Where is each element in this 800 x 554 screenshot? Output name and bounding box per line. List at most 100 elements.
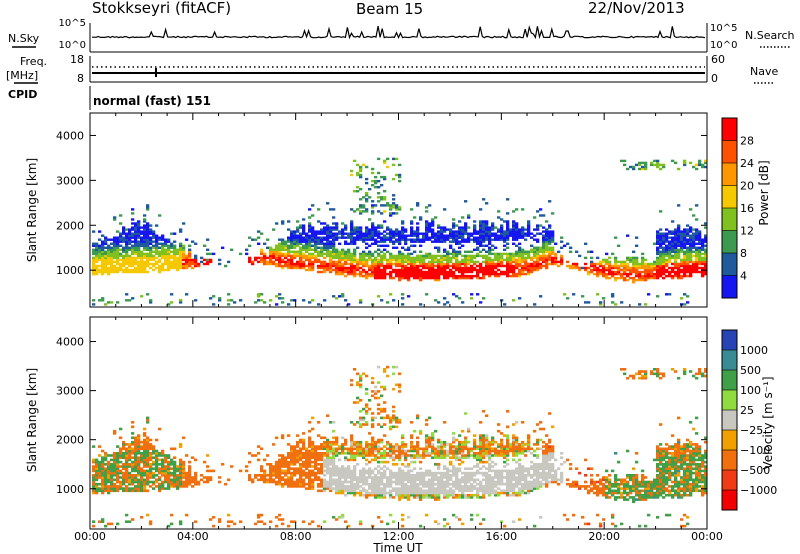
power-cell	[668, 293, 672, 296]
power-cell	[164, 260, 168, 264]
power-cell	[467, 216, 471, 219]
power-cell	[692, 260, 696, 264]
power-cell	[545, 240, 549, 243]
velocity-cell	[383, 452, 387, 455]
velocity-cell	[113, 458, 117, 462]
velocity-cell	[344, 458, 348, 462]
velocity-cell	[293, 458, 297, 462]
power-cell	[545, 250, 549, 253]
velocity-cell	[128, 478, 132, 482]
power-cell	[122, 254, 126, 258]
velocity-cell	[404, 496, 408, 499]
power-cell	[677, 234, 681, 237]
velocity-cell	[104, 452, 108, 455]
velocity-cell	[359, 379, 363, 382]
power-cell	[521, 232, 525, 235]
velocity-cell	[311, 487, 315, 490]
power-cell	[695, 248, 699, 251]
power-cell	[107, 256, 111, 260]
velocity-cell	[398, 482, 402, 486]
power-cell	[146, 232, 150, 235]
power-cell	[596, 293, 600, 296]
power-cell	[605, 266, 609, 270]
velocity-cell	[128, 520, 132, 523]
power-cell	[134, 256, 138, 260]
power-cell	[203, 258, 207, 262]
power-cell	[419, 216, 423, 219]
velocity-cell	[170, 482, 174, 486]
power-cell	[356, 208, 360, 211]
power-cell	[179, 228, 183, 231]
power-cell	[299, 232, 303, 235]
velocity-cell	[365, 421, 369, 424]
velocity-cell	[353, 456, 357, 459]
velocity-cell	[287, 456, 291, 459]
power-cell	[428, 268, 432, 272]
velocity-cell	[92, 480, 96, 484]
power-cell	[110, 260, 114, 264]
power-cell	[155, 262, 159, 266]
velocity-cell	[359, 452, 363, 455]
velocity-cell	[119, 469, 123, 473]
velocity-cell	[164, 480, 168, 484]
velocity-cell	[95, 460, 99, 464]
power-cell	[386, 202, 390, 205]
power-cell	[503, 303, 507, 306]
power-cell	[98, 264, 102, 268]
velocity-cell	[293, 463, 297, 466]
power-cell	[95, 252, 99, 256]
power-cell	[392, 299, 396, 302]
power-cell	[662, 266, 666, 270]
power-cell	[416, 266, 420, 270]
power-cell	[350, 173, 354, 177]
velocity-cell	[320, 463, 324, 466]
power-cell	[692, 262, 696, 266]
power-cell	[383, 190, 387, 193]
velocity-cell	[119, 427, 123, 431]
velocity-cell	[104, 485, 108, 488]
power-cell	[455, 262, 459, 266]
velocity-cell	[167, 469, 171, 473]
velocity-cell	[128, 471, 132, 475]
velocity-cell	[395, 478, 399, 482]
velocity-cell	[290, 478, 294, 482]
power-cell	[452, 224, 456, 227]
velocity-cell	[131, 436, 135, 440]
power-cell	[101, 297, 105, 300]
velocity-cell	[254, 474, 258, 477]
power-cell	[413, 270, 417, 274]
velocity-cell	[278, 467, 282, 470]
power-cell	[479, 240, 483, 243]
power-cell	[689, 268, 693, 272]
power-cell	[506, 238, 510, 241]
power-cell	[635, 268, 639, 272]
velocity-cell	[329, 480, 333, 484]
power-cell	[404, 266, 408, 270]
power-cell	[488, 234, 492, 237]
power-cell	[140, 260, 144, 264]
power-cell	[413, 264, 417, 268]
power-cell	[389, 230, 393, 233]
power-cell	[101, 242, 105, 245]
power-cell	[281, 252, 285, 256]
velocity-cell	[278, 454, 282, 457]
power-cell	[446, 236, 450, 239]
power-cell	[140, 238, 144, 241]
power-cell	[167, 244, 171, 247]
power-cell	[311, 256, 315, 260]
power-cell	[596, 268, 600, 272]
power-cell	[596, 270, 600, 274]
power-cell	[125, 260, 129, 264]
power-cell	[305, 256, 309, 260]
power-cell	[653, 163, 657, 167]
power-cell	[98, 244, 102, 247]
velocity-cell	[410, 445, 414, 448]
power-cell	[179, 252, 183, 256]
power-cell	[110, 266, 114, 270]
power-cell	[155, 240, 159, 243]
power-cell	[701, 165, 705, 169]
power-cell	[323, 242, 327, 245]
power-cell	[380, 196, 384, 199]
power-cell	[545, 260, 549, 264]
power-cell	[521, 230, 525, 233]
